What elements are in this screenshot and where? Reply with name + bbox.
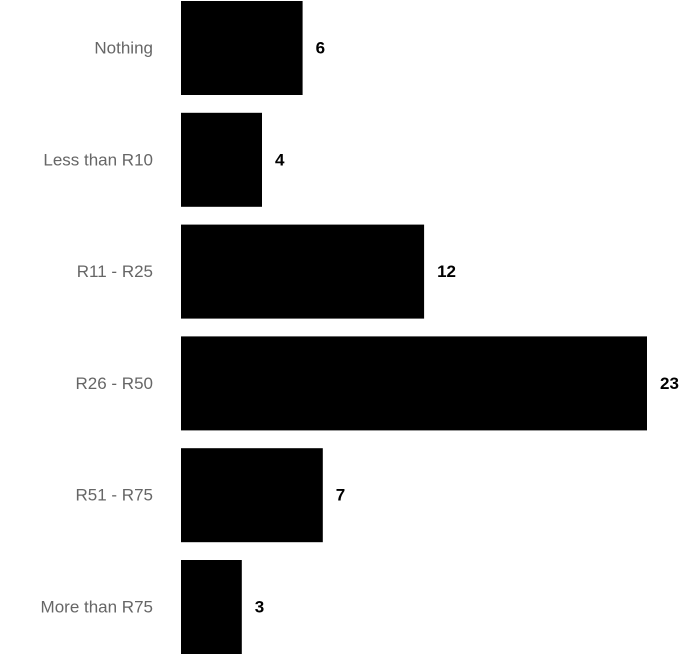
value-label: 23 (660, 374, 679, 393)
value-label: 6 (316, 39, 325, 58)
category-label: Less than R10 (43, 150, 153, 169)
category-label: More than R75 (41, 598, 153, 617)
value-label: 7 (336, 486, 345, 505)
bar-5 (181, 448, 323, 543)
bar-1 (181, 1, 303, 95)
category-label: Nothing (94, 39, 153, 58)
value-labels-group: 6 4 12 23 7 3 (255, 39, 679, 617)
category-label: R51 - R75 (76, 486, 153, 505)
category-label: R11 - R25 (77, 262, 153, 281)
category-labels-group: Nothing Less than R10 R11 - R25 R26 - R50 R5… (41, 39, 153, 617)
category-label: R26 - R50 (76, 374, 153, 393)
bar-6 (181, 560, 242, 654)
value-label: 4 (275, 150, 285, 169)
bars-group (181, 1, 647, 654)
bar-3 (181, 224, 425, 319)
value-label: 12 (437, 262, 456, 281)
value-label: 3 (255, 598, 264, 617)
bar-4 (181, 336, 647, 431)
bar-2 (181, 112, 262, 207)
